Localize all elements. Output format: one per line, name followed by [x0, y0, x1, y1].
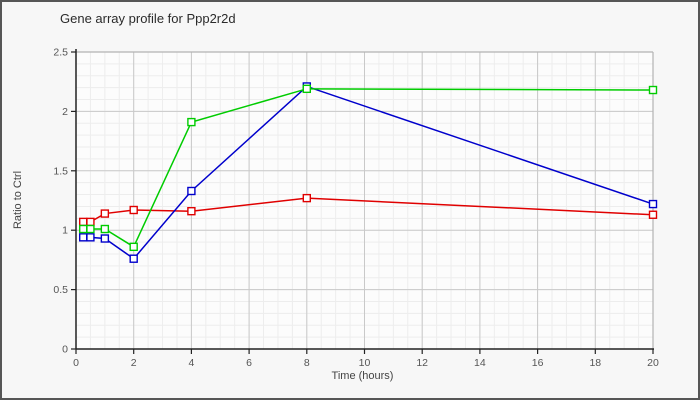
red-series-marker	[187, 206, 196, 216]
x-tick-label: 20	[647, 357, 659, 369]
red-series-marker	[302, 193, 311, 203]
x-tick-label: 16	[532, 357, 544, 369]
x-tick-label: 18	[589, 357, 601, 369]
x-tick-label: 4	[188, 357, 194, 369]
green-series-marker	[302, 84, 311, 94]
x-tick-label: 8	[304, 357, 310, 369]
x-tick-label: 10	[359, 357, 371, 369]
y-tick-label: 2	[62, 106, 68, 118]
green-series-marker	[129, 242, 138, 252]
green-series-marker	[648, 85, 658, 95]
green-series-marker	[79, 224, 88, 234]
green-series-marker	[100, 224, 110, 234]
y-tick-label: 0	[62, 344, 68, 356]
blue-series-marker	[79, 233, 88, 242]
blue-series-marker	[86, 233, 95, 242]
green-series-marker	[86, 224, 95, 234]
blue-series-marker	[648, 199, 658, 209]
y-tick-label: 0.5	[53, 284, 68, 296]
y-tick-label: 1.5	[53, 165, 68, 177]
x-tick-label: 6	[246, 357, 252, 369]
y-tick-label: 1	[62, 225, 68, 237]
red-series-marker	[79, 217, 88, 227]
y-tick-label: 2.5	[53, 47, 68, 59]
x-tick-label: 14	[474, 357, 486, 369]
chart-title: Gene array profile for Ppp2r2d	[60, 11, 236, 26]
blue-series-marker	[100, 234, 110, 243]
blue-series-marker	[129, 254, 138, 263]
red-series-marker	[129, 205, 138, 215]
red-series-marker	[648, 210, 658, 219]
x-tick-label: 12	[416, 357, 428, 369]
x-tick-label: 0	[73, 357, 79, 369]
green-series-marker	[187, 117, 196, 127]
x-tick-label: 2	[131, 357, 137, 369]
red-series-marker	[86, 217, 95, 227]
x-axis-label: Time (hours)	[331, 370, 394, 382]
red-series-marker	[100, 209, 110, 218]
blue-series-marker	[187, 186, 196, 196]
